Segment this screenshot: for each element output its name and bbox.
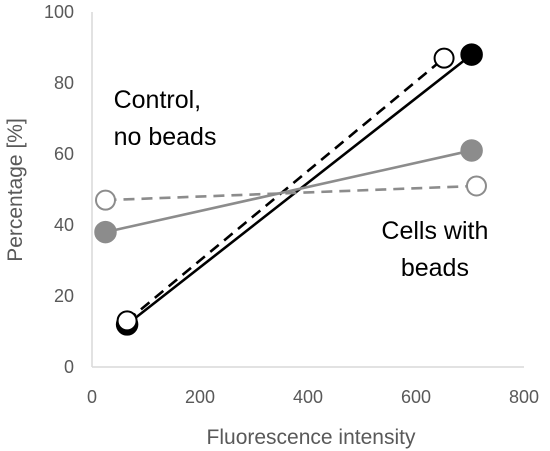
open-point	[116, 310, 138, 332]
axes	[91, 12, 524, 368]
annotation-line: beads	[401, 254, 469, 282]
y-axis-title: Percentage [%]	[4, 118, 27, 262]
open-point	[95, 189, 116, 211]
data-series	[94, 43, 487, 336]
tick-labels: 0 200 400 600 800 0 20 40 60 80 100	[44, 2, 539, 407]
y-tick-label: 40	[54, 215, 74, 235]
annotations: Control, no beads Cells with beads	[114, 86, 489, 282]
series-line	[105, 184, 477, 202]
open-point	[433, 47, 455, 69]
filled-point	[460, 43, 483, 66]
series-4	[95, 175, 487, 211]
series-line	[105, 149, 472, 234]
x-tick-label: 600	[401, 387, 431, 407]
y-tick-label: 80	[54, 73, 74, 93]
x-tick-label: 200	[185, 387, 215, 407]
y-tick-label: 60	[54, 144, 74, 164]
x-tick-label: 0	[87, 387, 97, 407]
annotation-line: Cells with	[381, 217, 488, 245]
x-tick-label: 800	[509, 387, 539, 407]
annotation-2: Cells with beads	[381, 217, 488, 282]
x-tick-label: 400	[293, 387, 323, 407]
series-line	[126, 57, 445, 322]
y-tick-label: 0	[64, 357, 74, 377]
annotation-1: Control, no beads	[114, 86, 217, 151]
series-2	[116, 47, 455, 332]
open-point	[465, 175, 487, 197]
filled-point	[94, 220, 117, 244]
annotation-line: no beads	[114, 123, 217, 151]
y-tick-label: 20	[54, 286, 74, 306]
filled-point	[460, 139, 483, 162]
x-axis-title: Fluorescence intensity	[207, 426, 416, 449]
y-tick-label: 100	[44, 2, 74, 22]
annotation-line: Control,	[114, 86, 202, 114]
series-3	[94, 139, 483, 244]
